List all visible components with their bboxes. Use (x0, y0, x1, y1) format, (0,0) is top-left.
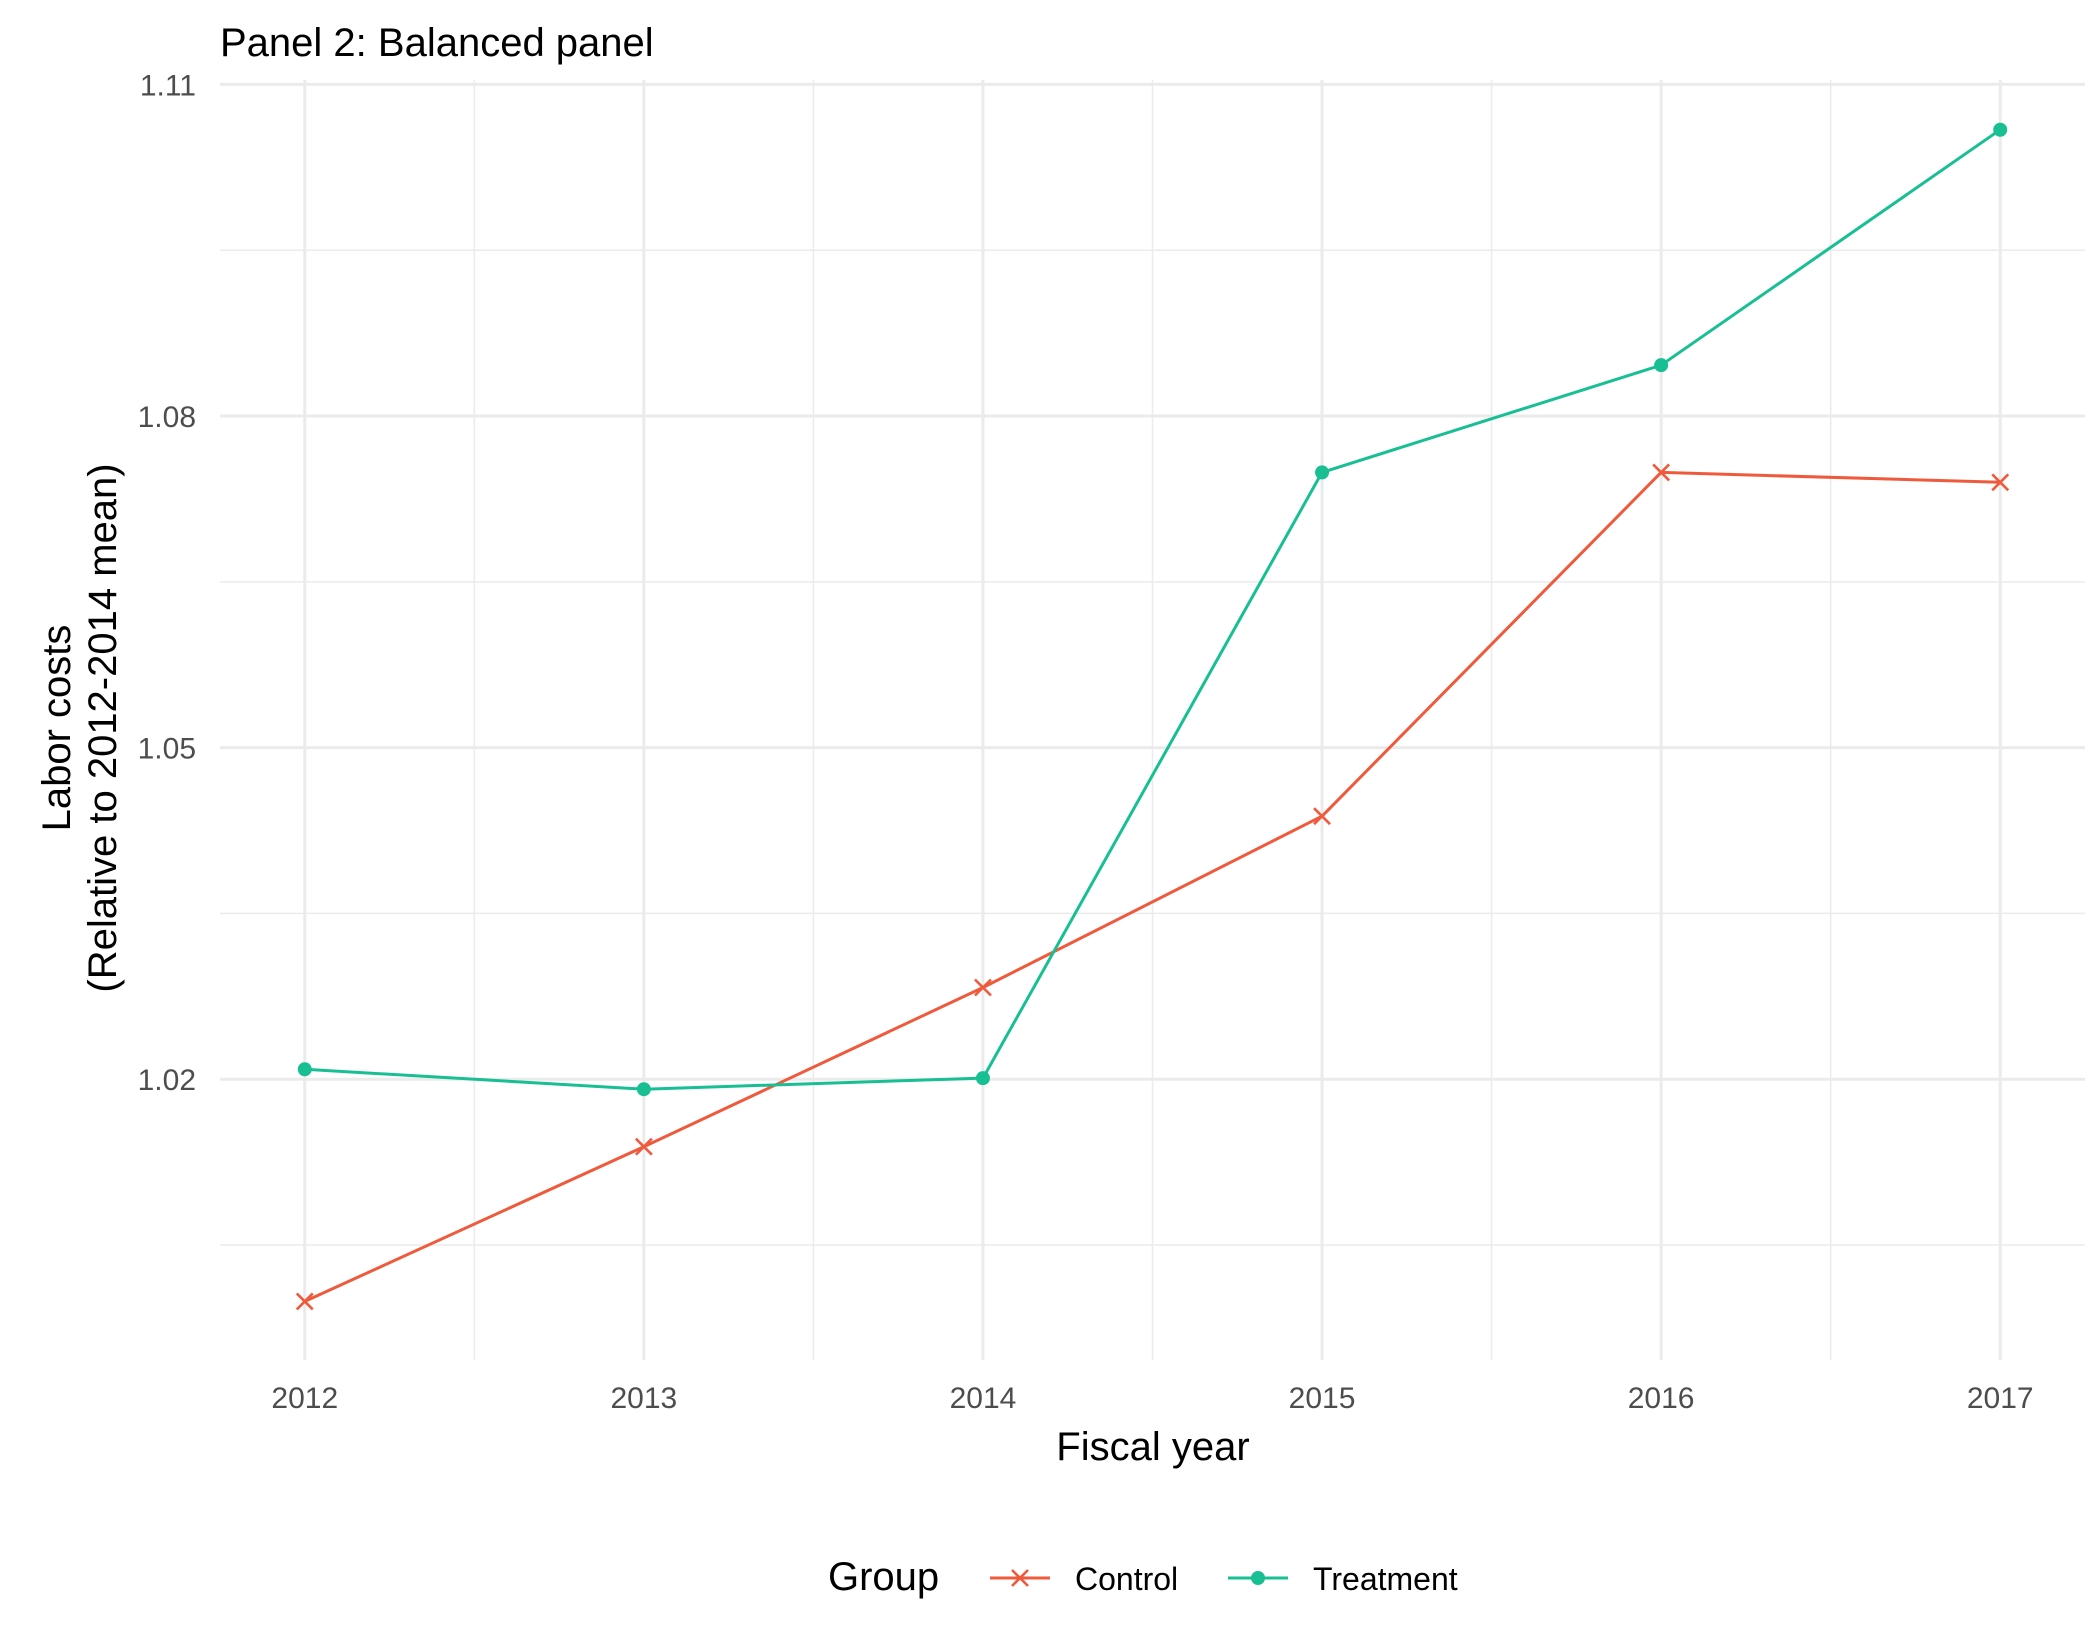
treatment-point (975, 1071, 990, 1086)
control-point (634, 1137, 653, 1156)
y-axis-ticks: 1.02 1.05 1.08 1.11 (138, 69, 196, 1097)
treatment-line (304, 128, 2002, 1091)
series-layer (295, 122, 2010, 1311)
control-point (1652, 463, 1671, 482)
series-treatment (297, 122, 2008, 1097)
legend-title: Group (828, 1555, 939, 1599)
y-tick-label: 1.08 (138, 401, 196, 434)
chart-title: Panel 2: Balanced panel (220, 21, 654, 65)
control-line (304, 470, 2001, 1303)
treatment-point (636, 1082, 651, 1097)
control-point (974, 978, 992, 997)
legend-item-control: Control (990, 1561, 1178, 1597)
gridlines (220, 80, 2085, 1360)
y-tick-label: 1.02 (138, 1064, 196, 1097)
control-point (1991, 473, 2010, 492)
legend: Group Control Treatment (828, 1555, 1458, 1599)
control-point (295, 1292, 314, 1311)
y-axis-title: Labor costs (Relative to 2012-2014 mean) (35, 463, 125, 992)
legend-key-marker (1251, 1571, 1265, 1585)
treatment-point (1315, 465, 1330, 480)
y-axis-title-line-2: (Relative to 2012-2014 mean) (81, 463, 125, 992)
treatment-point (1993, 122, 2008, 137)
x-tick-label: 2017 (1967, 1382, 2034, 1415)
legend-item-treatment: Treatment (1228, 1561, 1458, 1597)
x-axis-ticks: 2012 2013 2014 2015 2016 2017 (271, 1382, 2033, 1415)
y-tick-label: 1.05 (138, 733, 196, 766)
x-tick-label: 2015 (1289, 1382, 1356, 1415)
x-tick-label: 2012 (271, 1382, 338, 1415)
treatment-point (297, 1062, 312, 1077)
x-tick-label: 2016 (1628, 1382, 1695, 1415)
legend-key-marker (1011, 1569, 1029, 1587)
y-axis-title-line-1: Labor costs (35, 625, 79, 832)
x-tick-label: 2014 (950, 1382, 1017, 1415)
legend-label-control: Control (1075, 1561, 1178, 1597)
legend-label-treatment: Treatment (1313, 1561, 1458, 1597)
x-tick-label: 2013 (610, 1382, 677, 1415)
x-axis-title: Fiscal year (1056, 1425, 1249, 1469)
control-point (1313, 807, 1331, 826)
series-control (295, 463, 2010, 1311)
treatment-point (1654, 358, 1669, 373)
y-tick-label: 1.11 (140, 69, 196, 102)
